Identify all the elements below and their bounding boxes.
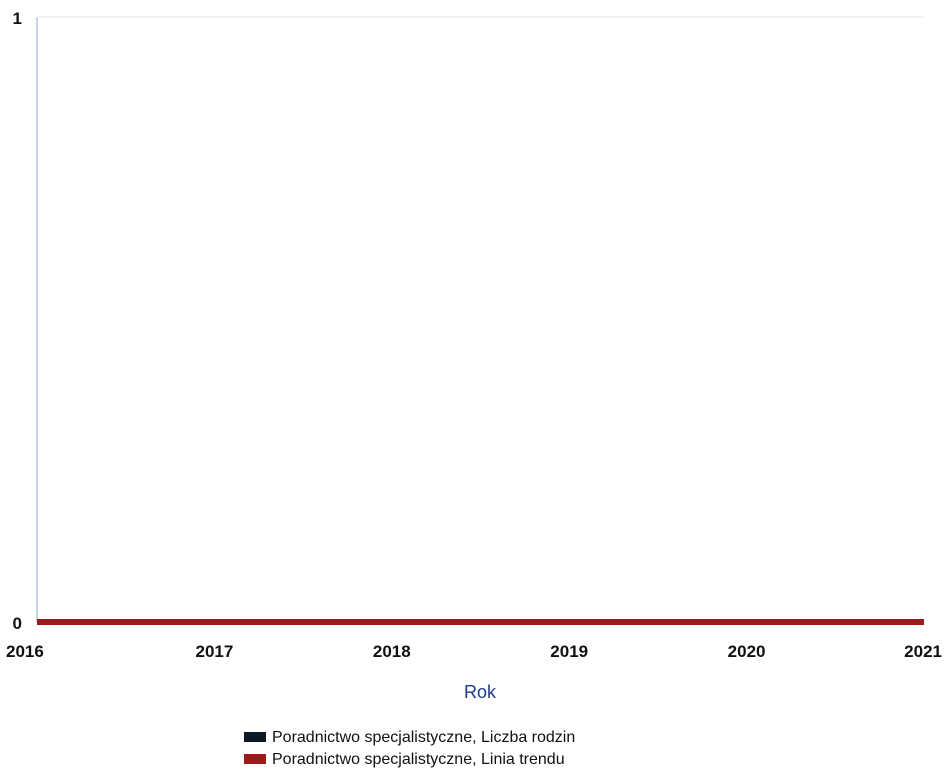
chart-axes bbox=[36, 16, 924, 622]
legend-item: Poradnictwo specjalistyczne, Liczba rodz… bbox=[244, 729, 575, 746]
x-axis-title: Rok bbox=[464, 682, 497, 702]
legend-label: Poradnictwo specjalistyczne, Liczba rodz… bbox=[272, 729, 575, 746]
x-tick-label: 2021 bbox=[904, 642, 942, 661]
x-tick-label: 2019 bbox=[550, 642, 588, 661]
x-tick-label: 2017 bbox=[195, 642, 233, 661]
legend-item: Poradnictwo specjalistyczne, Linia trend… bbox=[244, 751, 565, 768]
y-tick-label: 0 bbox=[13, 614, 22, 633]
legend-label: Poradnictwo specjalistyczne, Linia trend… bbox=[272, 751, 565, 768]
x-tick-label: 2016 bbox=[6, 642, 44, 661]
x-tick-label: 2018 bbox=[373, 642, 411, 661]
legend: Poradnictwo specjalistyczne, Liczba rodz… bbox=[244, 729, 575, 768]
y-tick-label: 1 bbox=[13, 9, 22, 28]
x-tick-label: 2020 bbox=[728, 642, 766, 661]
legend-swatch bbox=[244, 732, 266, 742]
tick-labels: 0 1 2016 2017 2018 2019 2020 2021 bbox=[6, 9, 942, 661]
legend-swatch bbox=[244, 754, 266, 764]
